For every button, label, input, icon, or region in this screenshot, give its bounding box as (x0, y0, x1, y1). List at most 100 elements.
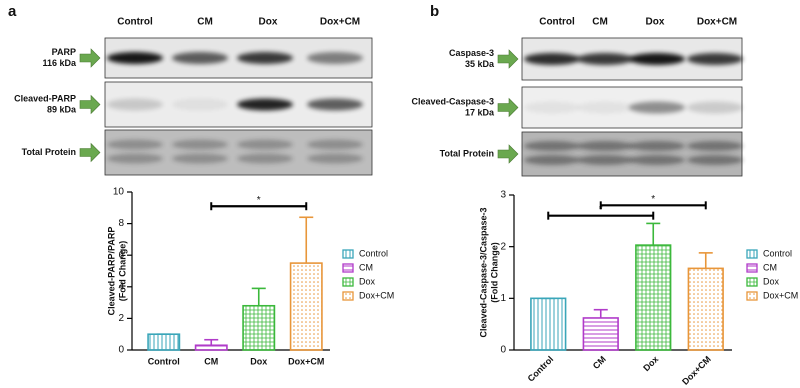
lane-label: Control (539, 17, 575, 28)
row-label: 116 kDa (42, 58, 77, 68)
blot-band (629, 155, 685, 165)
y-tick-label: 8 (118, 218, 124, 229)
row-label: 35 kDa (465, 59, 495, 69)
blot-band (687, 155, 743, 165)
blot-background (104, 129, 373, 176)
arrow (497, 144, 519, 164)
bar (194, 344, 228, 351)
blot-band (107, 98, 163, 111)
blot-band (577, 101, 633, 114)
blot-band (172, 52, 228, 64)
row-label: Total Protein (22, 147, 76, 157)
legend-label: Control (359, 248, 388, 258)
bar (242, 304, 276, 351)
blot-band (687, 53, 743, 65)
y-tick-label: 0 (118, 345, 124, 356)
legend-label: Control (763, 248, 792, 258)
blot-band (577, 155, 633, 165)
x-tick-label: Control (148, 356, 180, 366)
blot-band (107, 153, 163, 164)
blot-band (307, 98, 363, 111)
panel-label: a (8, 3, 17, 20)
blot-band (524, 53, 580, 65)
y-tick-label: 6 (118, 250, 124, 261)
bar (582, 317, 619, 351)
legend-swatch (746, 291, 758, 301)
blot-band (237, 52, 293, 64)
x-tick-label: Dox (641, 354, 660, 373)
blot-band (172, 98, 228, 111)
y-axis-label: (Fold Change) (117, 241, 127, 302)
blot-band (687, 101, 743, 114)
legend-label: Dox (359, 276, 376, 286)
blot-band (172, 153, 228, 164)
arrow (79, 94, 101, 115)
blot-band (524, 155, 580, 165)
y-tick-label: 10 (113, 187, 125, 198)
x-tick-label: Control (526, 354, 556, 384)
blot-band (307, 52, 363, 64)
significance-label: * (599, 204, 603, 215)
blot-band (577, 141, 633, 151)
blot-band (524, 101, 580, 114)
lane-label: Dox (646, 17, 665, 28)
legend-label: Dox (763, 276, 780, 286)
legend-label: CM (359, 262, 373, 272)
blot-band (107, 52, 163, 64)
arrow (79, 142, 101, 163)
y-tick-label: 2 (118, 313, 124, 324)
x-tick-label: Dox+CM (680, 354, 713, 387)
bar (530, 297, 567, 351)
legend-swatch (746, 263, 758, 273)
legend-label: Dox+CM (359, 290, 394, 300)
y-axis-label: (Fold Change) (489, 242, 499, 303)
bar (687, 267, 724, 351)
legend-swatch (342, 263, 354, 273)
blot-band (629, 53, 685, 65)
blot-band (307, 153, 363, 164)
legend-swatch (746, 249, 758, 259)
legend-swatch (342, 277, 354, 287)
row-label: 17 kDa (465, 107, 495, 117)
x-tick-label: CM (591, 354, 608, 371)
lane-label: Dox (259, 17, 278, 28)
row-label: 89 kDa (47, 104, 77, 114)
arrow (497, 49, 519, 69)
legend-swatch (342, 249, 354, 259)
row-label: Cleaved-Caspase-3 (411, 96, 494, 106)
y-axis-label: Cleaved-PARP/PARP (106, 227, 116, 316)
bar (147, 333, 181, 351)
legend-label: Dox+CM (763, 290, 798, 300)
blot-band (629, 101, 685, 114)
blot-band (629, 141, 685, 151)
blot-band (577, 53, 633, 65)
x-tick-label: CM (204, 356, 218, 366)
legend-swatch (746, 277, 758, 287)
bar (289, 262, 323, 351)
lane-label: Dox+CM (320, 17, 360, 28)
bar (635, 244, 672, 351)
lane-label: Control (117, 17, 153, 28)
blot-band (687, 141, 743, 151)
arrow (79, 48, 101, 68)
blot-band (237, 139, 293, 150)
legend-label: CM (763, 262, 777, 272)
lane-label: CM (592, 17, 608, 28)
y-tick-label: 2 (500, 241, 506, 252)
row-label: Caspase-3 (449, 48, 494, 58)
blot-band (524, 141, 580, 151)
row-label: Total Protein (440, 148, 494, 158)
lane-label: Dox+CM (697, 17, 737, 28)
blot-band (307, 139, 363, 150)
lane-label: CM (197, 17, 213, 28)
row-label: Cleaved-PARP (14, 93, 76, 103)
blot-band (237, 98, 293, 111)
significance-label: * (651, 194, 655, 205)
y-tick-label: 0 (500, 345, 506, 356)
y-tick-label: 3 (500, 190, 506, 201)
y-tick-label: 1 (500, 293, 506, 304)
blot-band (237, 153, 293, 164)
blot-band (107, 139, 163, 150)
x-tick-label: Dox+CM (288, 356, 324, 366)
